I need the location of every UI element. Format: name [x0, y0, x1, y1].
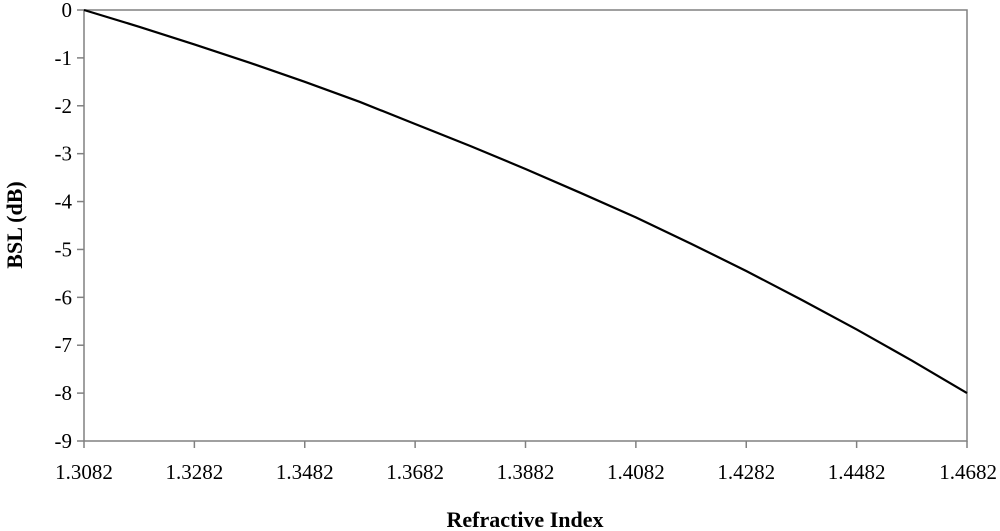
x-tick-label: 1.4082 [607, 460, 665, 484]
x-tick-label: 1.3882 [497, 460, 555, 484]
y-tick-label: -8 [55, 381, 73, 405]
x-tick-label: 1.3282 [166, 460, 224, 484]
y-tick-label: -1 [55, 46, 73, 70]
bsl-curve [83, 8, 968, 395]
x-tick-label: 1.3682 [386, 460, 444, 484]
y-tick-label: -6 [55, 285, 73, 309]
x-axis-title: Refractive Index [446, 507, 603, 531]
x-tick-label: 1.4682 [939, 460, 997, 484]
x-tick-label: 1.4282 [717, 460, 775, 484]
x-tick-label: 1.4482 [828, 460, 886, 484]
y-tick-label: 0 [62, 0, 73, 22]
y-axis-title: BSL (dB) [2, 181, 27, 268]
y-tick-label: -7 [55, 333, 73, 357]
y-tick-label: -3 [55, 142, 73, 166]
x-tick-label: 1.3482 [276, 460, 334, 484]
y-tick-label: -4 [55, 190, 73, 214]
y-tick-label: -2 [55, 94, 73, 118]
y-tick-label: -9 [55, 429, 73, 453]
plot-area [83, 9, 968, 442]
y-tick-label: -5 [55, 237, 73, 261]
x-tick-label: 1.3082 [55, 460, 113, 484]
x-axis: 1.3082 1.3282 1.3482 1.3682 1.3882 1.4082 1.42… [55, 441, 997, 484]
y-axis: 0 -1 -2 -3 -4 -5 -6 -7 -8 -9 [55, 0, 84, 453]
